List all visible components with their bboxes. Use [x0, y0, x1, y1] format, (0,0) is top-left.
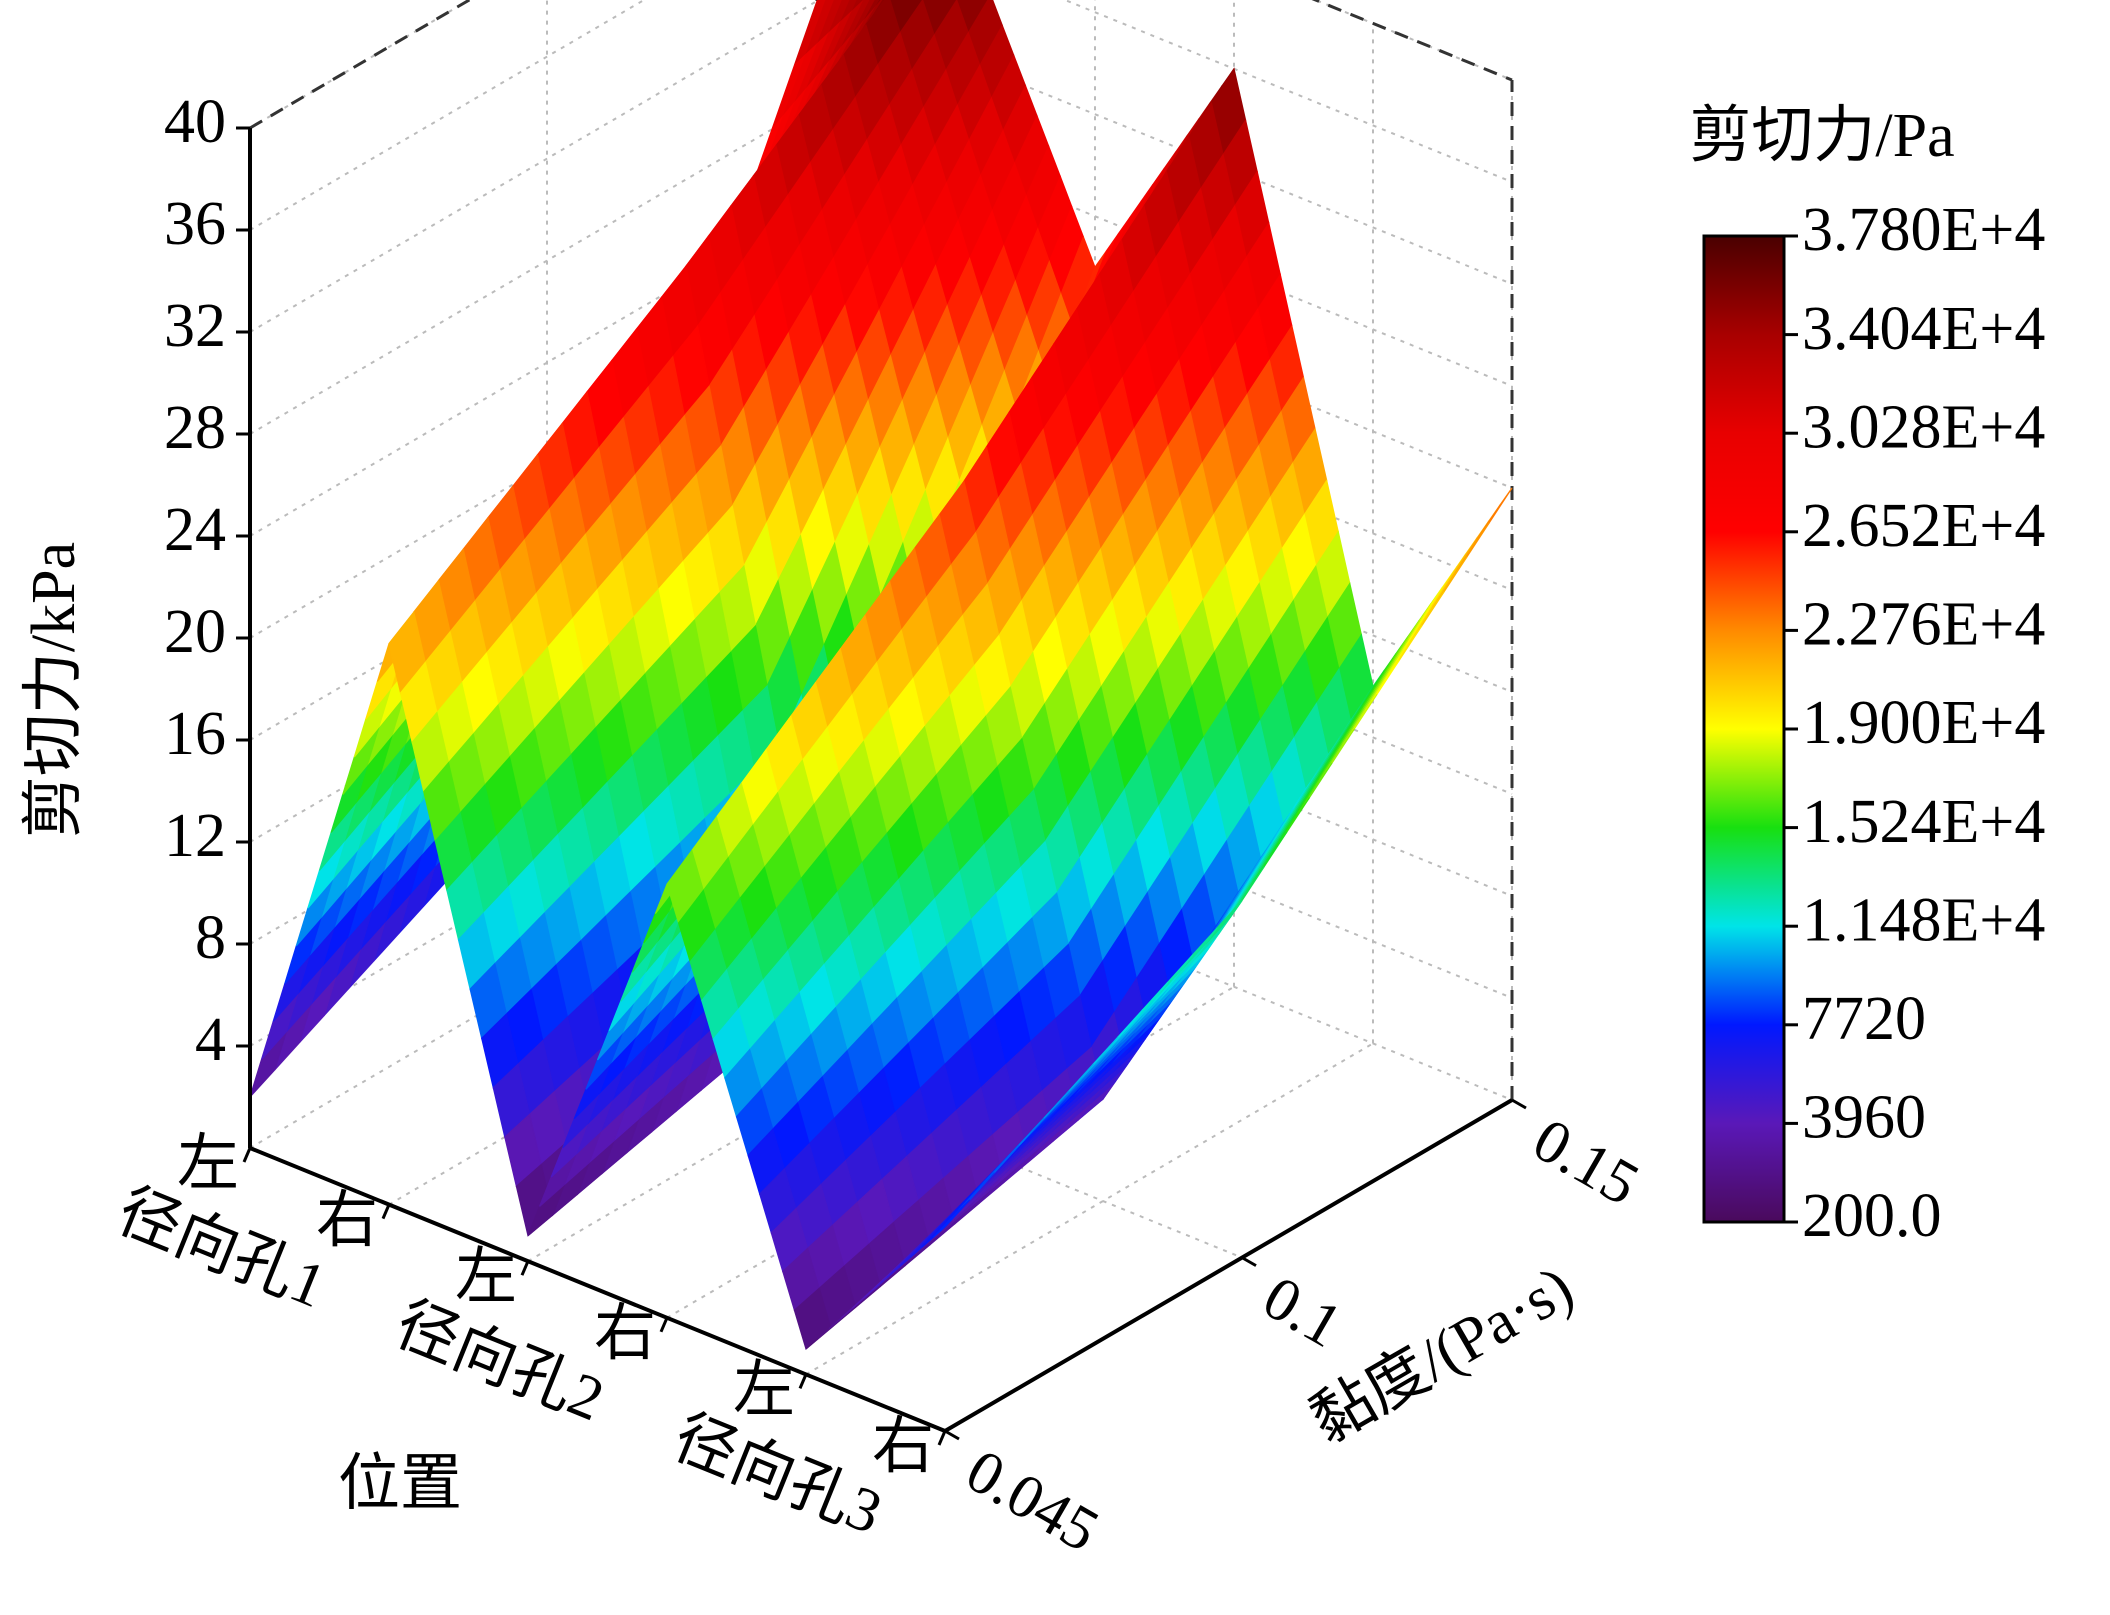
- y-tick: [944, 1429, 960, 1441]
- x-tick: [381, 1204, 391, 1220]
- x-tick-label: 右: [594, 1300, 656, 1368]
- x-tick: [520, 1260, 530, 1276]
- colorbar-tick-label: 200.0: [1802, 1182, 1942, 1250]
- colorbar-tick-label: 1.148E+4: [1802, 886, 2045, 954]
- box-edge: [1311, 0, 1513, 82]
- colorbar-tick-label: 2.652E+4: [1802, 492, 2045, 560]
- surface: [249, 0, 1513, 1350]
- x-group-label: 径向孔3: [664, 1403, 891, 1547]
- y-tick-label: 0.15: [1522, 1106, 1650, 1219]
- x-tick-label: 左: [455, 1243, 517, 1311]
- z-tick-label: 8: [195, 904, 226, 972]
- colorbar: [1702, 234, 1786, 1224]
- z-tick-label: 24: [164, 496, 226, 564]
- colorbar-tick-label: 3960: [1802, 1084, 1926, 1152]
- z-tick-label: 32: [164, 292, 226, 360]
- x-group-label: 径向孔2: [386, 1290, 613, 1434]
- grid-line: [249, 0, 646, 231]
- colorbar-tick-label: 2.276E+4: [1802, 591, 2045, 659]
- x-tick-label: 左: [733, 1357, 795, 1425]
- colorbar-tick-label: 3.780E+4: [1802, 196, 2045, 264]
- z-tick-label: 16: [164, 700, 226, 768]
- x-tick: [937, 1430, 947, 1446]
- x-tick: [659, 1317, 669, 1333]
- box-edge: [249, 0, 473, 130]
- y-axis-label: 黏度/(Pa·s): [1300, 1253, 1585, 1457]
- x-tick: [798, 1373, 808, 1389]
- z-axis-label: 剪切力/kPa: [20, 542, 88, 838]
- y-tick-label: 0.045: [955, 1437, 1110, 1566]
- colorbar-tick-label: 3.404E+4: [1802, 295, 2045, 363]
- z-tick-label: 12: [164, 802, 226, 870]
- surface-patch: [932, 1199, 971, 1238]
- z-tick-label: 20: [164, 598, 226, 666]
- y-tick: [1241, 1256, 1257, 1267]
- grid-line: [249, 0, 472, 129]
- z-tick-label: 40: [164, 88, 226, 156]
- colorbar-tick-label: 1.900E+4: [1802, 689, 2045, 757]
- x-group-label: 径向孔1: [108, 1177, 335, 1321]
- colorbar-tick-label: 7720: [1802, 985, 1926, 1053]
- x-tick: [242, 1147, 252, 1163]
- z-tick-label: 28: [164, 394, 226, 462]
- x-tick-label: 右: [872, 1413, 934, 1481]
- z-tick-label: 4: [195, 1006, 226, 1074]
- x-tick-label: 右: [316, 1187, 378, 1255]
- axis-line: [249, 1146, 946, 1433]
- colorbar-title: 剪切力/Pa: [1689, 102, 1954, 170]
- axis-line: [943, 1098, 1514, 1433]
- x-tick-label: 左: [177, 1130, 239, 1198]
- y-tick-label: 0.1: [1252, 1263, 1353, 1361]
- y-tick: [1511, 1098, 1527, 1110]
- colorbar-tick-label: 3.028E+4: [1802, 393, 2045, 461]
- x-axis-label: 位置: [338, 1450, 462, 1518]
- z-tick-label: 36: [164, 190, 226, 258]
- colorbar-tick-label: 1.524E+4: [1802, 788, 2045, 856]
